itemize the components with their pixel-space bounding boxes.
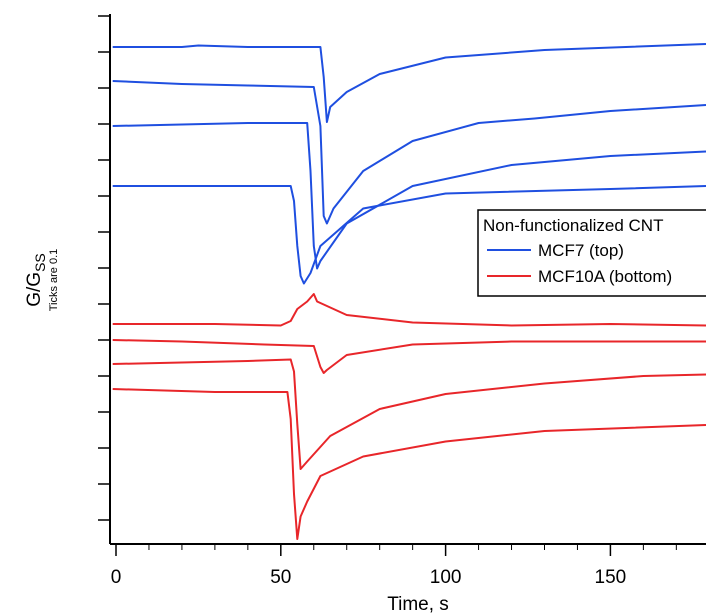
legend-title: Non-functionalized CNT <box>483 216 663 235</box>
legend: Non-functionalized CNT MCF7 (top) MCF10A… <box>477 209 706 297</box>
series-line-mcf10a-7 <box>112 388 706 540</box>
series-line-mcf10a-4 <box>112 293 706 327</box>
y-axis-title-main-text: G/G <box>24 272 45 307</box>
x-tick-label-0: 0 <box>111 567 122 588</box>
legend-box <box>477 209 706 297</box>
legend-label-mcf10a: MCF10A (bottom) <box>538 267 672 286</box>
y-axis-title-subscript: SS <box>32 253 48 272</box>
x-axis-title: Time, s <box>387 594 449 615</box>
series-layer <box>112 43 706 540</box>
y-axis-title-main: G/GSS <box>24 253 48 307</box>
y-axis-title: G/GSS <box>24 253 48 307</box>
series-line-mcf7-2 <box>112 122 706 270</box>
series-line-mcf7-1 <box>112 80 706 225</box>
series-line-mcf7-0 <box>112 43 706 123</box>
legend-label-mcf7: MCF7 (top) <box>538 241 624 260</box>
y-axis-note: Ticks are 0.1 <box>48 249 60 312</box>
series-line-mcf10a-5 <box>112 339 706 374</box>
series-line-mcf7-3 <box>112 185 706 285</box>
x-tick-label-50: 50 <box>270 567 291 588</box>
x-tick-label-100: 100 <box>430 567 462 588</box>
series-line-mcf10a-6 <box>112 358 706 470</box>
x-axis: 0 50 100 150 <box>110 543 706 588</box>
x-tick-label-150: 150 <box>595 567 627 588</box>
y-axis <box>98 14 111 544</box>
